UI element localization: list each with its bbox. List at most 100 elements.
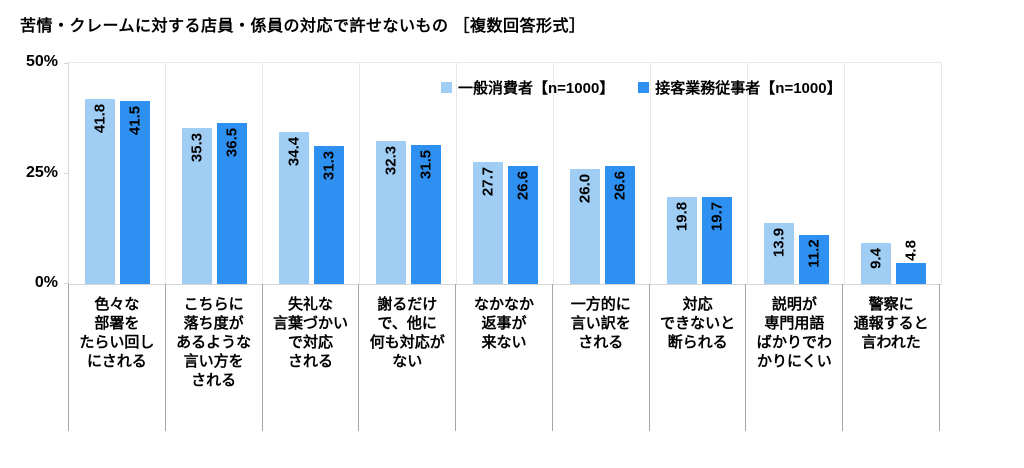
bar: 19.7	[701, 196, 732, 284]
category-label-line: ばかりでわ	[756, 334, 833, 351]
category-label-line: 落ち度が	[183, 315, 244, 332]
bar: 11.2	[798, 234, 829, 284]
bar-group: 13.9 11.2	[748, 63, 845, 284]
legend-item: 一般消費者【n=1000】	[441, 77, 614, 98]
bar: 19.8	[666, 196, 697, 284]
bar-pair: 19.8 19.7	[651, 63, 747, 284]
category-label-line: 言い訳を	[570, 315, 631, 332]
category-label-line: される	[578, 334, 624, 351]
bar-pair: 35.3 36.5	[166, 63, 262, 284]
bar-value-label: 26.0	[576, 174, 593, 204]
legend-swatch-icon	[441, 82, 452, 93]
category-label-line: 言い方を	[183, 353, 244, 370]
bar-value-label: 11.2	[805, 239, 822, 268]
bar-pair: 9.4 4.8	[845, 63, 941, 284]
y-axis-tick-label-0: 0%	[34, 274, 58, 291]
bar-value-label: 13.9	[770, 227, 787, 257]
bar-group: 32.3 31.5	[360, 63, 457, 284]
bar: 26.6	[604, 166, 635, 284]
bar-pair: 32.3 31.5	[360, 63, 456, 284]
bar-value-label: 31.5	[417, 149, 434, 179]
bar-group: 34.4 31.3	[263, 63, 360, 284]
category-label-line: で対応	[287, 334, 333, 351]
category-label-line: 言われた	[861, 334, 921, 351]
bar-group: 41.8 41.5	[69, 63, 166, 284]
category-label: 謝るだけ で、他に 何も対応が ない	[359, 284, 457, 431]
bar: 35.3	[181, 128, 212, 284]
y-axis-tick-mark	[64, 283, 68, 284]
category-label-line: 部署を	[94, 315, 140, 332]
bar-value-label: 26.6	[514, 171, 531, 201]
bar: 26.6	[507, 166, 538, 284]
legend-label: 接客業務従事者【n=1000】	[655, 80, 842, 97]
bar-group: 19.8 19.7	[651, 63, 748, 284]
bar-group: 35.3 36.5	[166, 63, 263, 284]
legend: 一般消費者【n=1000】 接客業務従事者【n=1000】	[441, 77, 842, 98]
category-label-line: かりにくい	[757, 353, 832, 370]
category-label-line: 何も対応が	[369, 334, 445, 351]
bar: 13.9	[763, 222, 794, 284]
category-label: 色々な部署をたらい回しにされる	[68, 284, 166, 431]
category-label-line: なかなか	[474, 296, 535, 313]
bar-value-label: 9.4	[867, 247, 884, 269]
bar-value-label: 41.8	[91, 104, 108, 134]
category-label: 説明が専門用語ばかりでわかりにくい	[746, 284, 844, 431]
bar: 26.0	[569, 169, 600, 284]
category-label-line: こちらに	[183, 296, 244, 313]
category-label-line: 失礼な	[287, 296, 333, 313]
category-label-line: できないと	[660, 315, 736, 332]
category-label-line: たらい回し	[79, 334, 155, 351]
bar: 27.7	[472, 161, 503, 284]
bar-value-label: 19.7	[708, 201, 725, 232]
plot-area: 41.8 41.5 35.3 36.5 34.4 31.3 32.3 31.5 27.7 26.6…	[64, 62, 942, 285]
bar-value-label: 19.8	[673, 201, 690, 231]
bar-group: 27.7 26.6	[457, 63, 554, 284]
bar-pair: 26.0 26.6	[554, 63, 650, 284]
bar-value-label: 35.3	[188, 132, 205, 163]
category-label: 失礼な 言葉づかい で対応 される	[263, 284, 360, 431]
category-label-line: 色々な	[94, 296, 140, 313]
bar-value-label: 32.3	[382, 146, 399, 176]
category-label: なかなか返事が来ない	[456, 284, 553, 431]
bar: 9.4	[860, 242, 891, 284]
legend-item: 接客業務従事者【n=1000】	[638, 77, 842, 98]
bar-groups: 41.8 41.5 35.3 36.5 34.4 31.3 32.3 31.5 27.7 26.6…	[69, 63, 941, 284]
bar: 31.5	[410, 144, 441, 284]
bar-group: 9.4 4.8	[845, 63, 941, 284]
chart-title: 苦情・クレームに対する店員・係員の対応で許せないもの ［複数回答形式］	[20, 18, 586, 35]
category-label-line: にされる	[87, 353, 147, 370]
category-label-line: 断られる	[667, 334, 728, 351]
category-label-line: 専門用語	[764, 315, 825, 332]
bar-value-label: 36.5	[223, 127, 240, 157]
category-label-line: される	[191, 372, 237, 389]
category-label-line: 返事が	[481, 315, 527, 332]
category-label: こちらに落ち度があるような言い方をされる	[166, 284, 263, 431]
bar: 41.5	[119, 100, 150, 284]
category-label: 警察に 通報すると 言われた	[843, 284, 941, 431]
category-label-line: 説明が	[771, 296, 817, 313]
bar-value-label: 27.7	[479, 166, 496, 196]
bar-pair: 13.9 11.2	[748, 63, 844, 284]
category-label-line: で、他に	[377, 315, 437, 332]
bar: 4.8	[895, 240, 926, 284]
legend-swatch-icon	[638, 82, 650, 93]
bar-pair: 27.7 26.6	[457, 63, 553, 284]
legend-label: 一般消費者【n=1000】	[458, 80, 615, 97]
bar: 31.3	[313, 145, 344, 284]
category-label: 一方的に言い訳をされる	[553, 284, 650, 431]
category-label-line: される	[287, 353, 333, 370]
category-label-line: ない	[392, 353, 423, 370]
category-label-line: 来ない	[481, 334, 527, 351]
bar: 36.5	[216, 122, 247, 284]
category-label-line: あるような	[176, 334, 252, 351]
bar: 34.4	[278, 132, 309, 284]
bar-value-label: 41.5	[126, 105, 143, 135]
bar-group: 26.0 26.6	[554, 63, 651, 284]
bar-value-label: 34.4	[285, 136, 302, 167]
bar: 41.8	[84, 99, 115, 284]
category-label-line: 対応	[682, 296, 713, 313]
category-label-line: 一方的に	[570, 296, 631, 313]
y-axis-tick-label-50: 50%	[25, 53, 58, 70]
category-label: 対応できないと断られる	[650, 284, 747, 431]
